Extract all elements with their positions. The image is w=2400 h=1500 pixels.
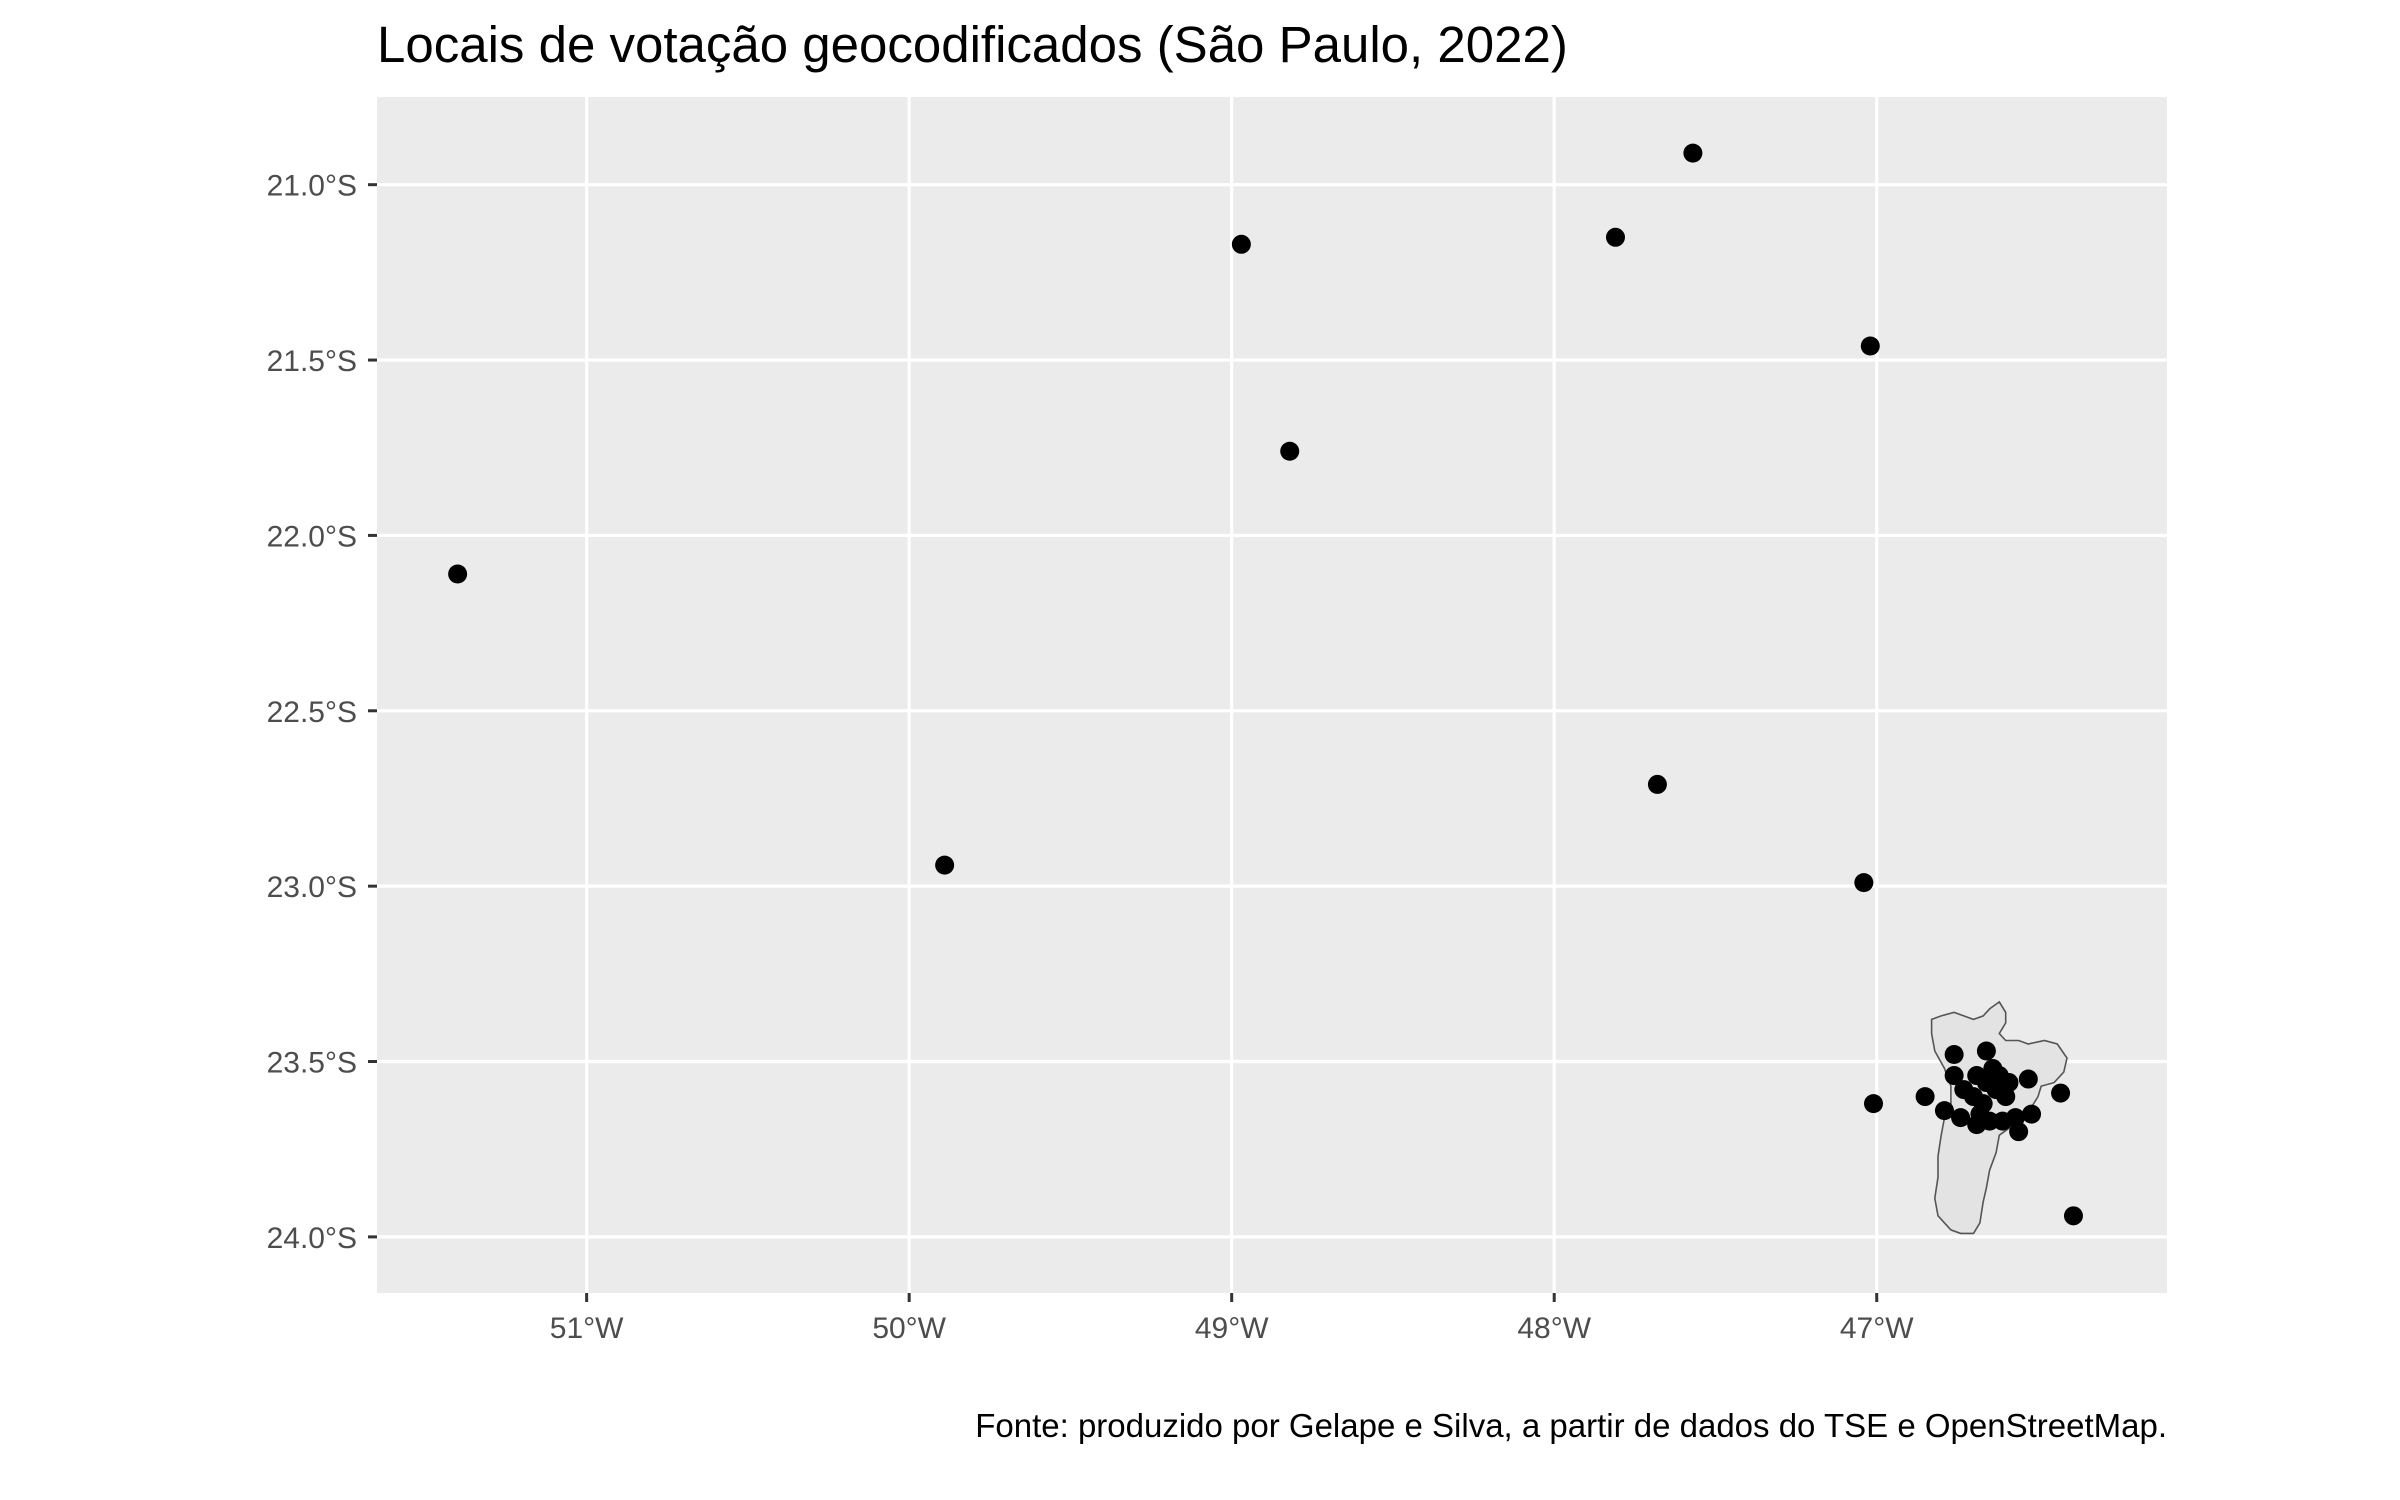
- voting-location-point: [1860, 336, 1880, 356]
- voting-location-point: [1944, 1045, 1964, 1065]
- voting-location-point: [2022, 1104, 2042, 1124]
- voting-location-point: [2009, 1122, 2029, 1142]
- voting-location-point: [1934, 1101, 1954, 1121]
- y-tick-label: 23.0°S: [267, 871, 357, 904]
- voting-location-point: [1280, 441, 1300, 461]
- voting-location-point: [1683, 143, 1703, 163]
- y-tick-label: 23.5°S: [267, 1047, 357, 1080]
- voting-location-point: [1231, 234, 1251, 254]
- voting-location-point: [1944, 1066, 1964, 1086]
- y-tick-label: 21.5°S: [267, 345, 357, 378]
- x-axis-ticks: 51°W 50°W 49°W 48°W 47°W: [550, 1293, 1914, 1345]
- y-tick-label: 22.5°S: [267, 696, 357, 729]
- chart-title: Locais de votação geocodificados (São Pa…: [377, 16, 1568, 73]
- x-tick-label: 51°W: [550, 1312, 624, 1345]
- x-tick-label: 48°W: [1517, 1312, 1591, 1345]
- x-tick-label: 50°W: [872, 1312, 946, 1345]
- y-axis-ticks: 21.0°S 21.5°S 22.0°S 22.5°S 23.0°S 23.5°S 24.0…: [267, 170, 377, 1255]
- voting-location-point: [1854, 873, 1874, 893]
- voting-location-point: [1976, 1041, 1996, 1061]
- y-tick-label: 22.0°S: [267, 520, 357, 553]
- voting-location-point: [2018, 1069, 2038, 1089]
- plot-panel: [377, 97, 2167, 1293]
- y-tick-label: 24.0°S: [267, 1222, 357, 1255]
- x-tick-label: 47°W: [1840, 1312, 1914, 1345]
- voting-location-point: [2051, 1083, 2071, 1103]
- voting-location-point: [1605, 227, 1625, 247]
- voting-location-point: [1647, 774, 1667, 794]
- x-tick-label: 49°W: [1195, 1312, 1269, 1345]
- voting-location-point: [935, 855, 955, 875]
- voting-location-point: [448, 564, 468, 584]
- voting-location-point: [2063, 1206, 2083, 1226]
- voting-location-point: [1973, 1094, 1993, 1114]
- y-tick-label: 21.0°S: [267, 170, 357, 203]
- voting-location-point: [1864, 1094, 1884, 1114]
- voting-location-point: [1951, 1108, 1971, 1128]
- voting-location-point: [1915, 1087, 1935, 1107]
- voting-location-point: [1999, 1073, 2019, 1093]
- chart-caption: Fonte: produzido por Gelape e Silva, a p…: [975, 1407, 2167, 1444]
- voting-location-points: [448, 143, 2083, 1226]
